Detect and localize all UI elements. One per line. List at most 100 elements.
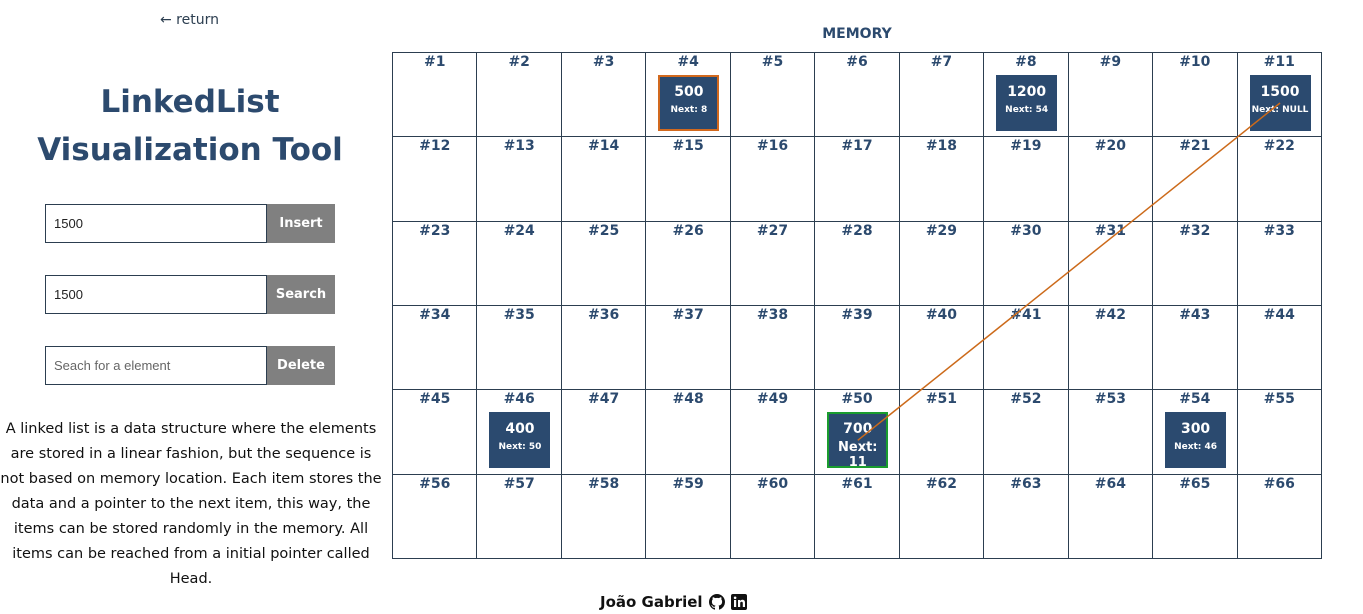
memory-cell-address: #12	[419, 138, 451, 155]
node-next-pointer: Next: 46	[1174, 442, 1218, 453]
node-value: 1200	[1007, 84, 1047, 100]
memory-cell-address: #56	[419, 475, 451, 492]
memory-cell-address: #32	[1179, 222, 1211, 239]
memory-cell-address: #55	[1263, 391, 1295, 408]
memory-cell-33: #33	[1237, 221, 1322, 306]
memory-cell-address: #30	[1010, 222, 1042, 239]
memory-cell-56: #56	[393, 474, 478, 559]
memory-cell-address: #41	[1010, 307, 1042, 323]
memory-cell-54: #54 300 Next: 46	[1153, 390, 1238, 475]
memory-grid: #1 #2 #3 #4 500 Next: 8 #5 #6 #7 #8 1200 Next: 54 #9…	[392, 52, 1322, 559]
memory-cell-31: #31	[1068, 221, 1154, 306]
memory-cell-address: #6	[846, 54, 868, 70]
delete-input[interactable]	[45, 346, 267, 385]
memory-cell-address: #13	[503, 138, 535, 155]
memory-cell-20: #20	[1068, 137, 1154, 222]
memory-cell-address: #62	[925, 475, 958, 492]
memory-cell-50: #50 700 Next: 11	[815, 390, 900, 475]
list-node-11[interactable]: 1500 Next: NULL	[1249, 75, 1311, 131]
node-value: 1500	[1260, 84, 1300, 100]
memory-cell-62: #62	[899, 474, 985, 559]
memory-cell-13: #13	[477, 137, 562, 222]
memory-cell-39: #39	[815, 306, 900, 391]
memory-cell-41: #41	[984, 306, 1069, 391]
memory-cell-49: #49	[730, 390, 816, 475]
memory-cell-address: #14	[588, 138, 620, 155]
memory-cell-address: #15	[672, 138, 704, 155]
memory-cell-43: #43	[1153, 306, 1238, 391]
memory-cell-52: #52	[984, 390, 1069, 475]
memory-cell-address: #21	[1179, 138, 1211, 155]
github-icon[interactable]	[708, 594, 725, 610]
memory-cell-66: #66	[1237, 474, 1322, 559]
memory-cell-10: #10	[1153, 53, 1238, 138]
memory-cell-address: #8	[1015, 54, 1037, 70]
memory-cell-address: #36	[588, 307, 620, 323]
list-node-4[interactable]: 500 Next: 8	[658, 75, 720, 131]
memory-cell-address: #26	[672, 222, 704, 239]
memory-cell-address: #64	[1094, 475, 1126, 492]
linkedin-icon[interactable]	[730, 594, 747, 610]
memory-cell-35: #35	[477, 306, 562, 391]
search-input[interactable]	[45, 275, 267, 314]
memory-cell-42: #42	[1068, 306, 1154, 391]
memory-cell-address: #50	[841, 391, 873, 408]
memory-cell-address: #22	[1263, 138, 1295, 155]
memory-cell-address: #51	[925, 391, 958, 408]
memory-cell-8: #8 1200 Next: 54	[984, 53, 1069, 138]
memory-cell-18: #18	[899, 137, 985, 222]
memory-cell-16: #16	[730, 137, 816, 222]
return-link[interactable]: ← return	[160, 12, 219, 28]
memory-cell-address: #19	[1010, 138, 1042, 155]
node-next-pointer: Next: 54	[1005, 105, 1049, 115]
search-button[interactable]: Search	[267, 275, 335, 314]
memory-cell-59: #59	[646, 474, 731, 559]
memory-cell-address: #1	[423, 54, 446, 70]
memory-cell-26: #26	[646, 221, 731, 306]
memory-cell-address: #23	[419, 222, 451, 239]
insert-input[interactable]	[45, 204, 267, 243]
list-node-50[interactable]: 700 Next: 11	[827, 412, 889, 471]
list-node-8[interactable]: 1200 Next: 54	[996, 75, 1058, 131]
memory-cell-address: #52	[1010, 391, 1042, 408]
node-next-pointer: Next: NULL	[1251, 105, 1309, 115]
node-next-pointer: Next: 8	[670, 105, 708, 115]
memory-cell-address: #59	[672, 475, 704, 492]
memory-cell-12: #12	[393, 137, 478, 222]
description-text: A linked list is a data structure where …	[0, 421, 382, 587]
memory-cell-address: #44	[1263, 307, 1295, 323]
memory-cell-58: #58	[561, 474, 647, 559]
memory-cell-28: #28	[815, 221, 900, 306]
memory-cell-17: #17	[815, 137, 900, 222]
search-form: Search	[45, 275, 335, 314]
list-node-46[interactable]: 400 Next: 50	[489, 412, 551, 469]
memory-cell-address: #35	[503, 307, 535, 323]
node-value: 400	[505, 421, 535, 438]
node-next-pointer: Next: 11	[838, 440, 878, 471]
memory-cell-6: #6	[815, 53, 900, 138]
memory-cell-address: #17	[841, 138, 873, 155]
memory-cell-address: #53	[1094, 391, 1126, 408]
list-node-54[interactable]: 300 Next: 46	[1165, 412, 1227, 469]
delete-button[interactable]: Delete	[267, 346, 335, 385]
memory-cell-address: #37	[672, 307, 704, 323]
memory-cell-address: #4	[677, 54, 699, 70]
node-next-pointer: Next: 50	[498, 442, 542, 453]
insert-button[interactable]: Insert	[267, 204, 335, 243]
memory-cell-55: #55	[1237, 390, 1322, 475]
node-value: 500	[674, 84, 704, 100]
memory-cell-23: #23	[393, 221, 478, 306]
memory-cell-5: #5	[730, 53, 816, 138]
page-title: LinkedList Visualization Tool	[37, 84, 343, 168]
memory-cell-3: #3	[561, 53, 647, 138]
memory-cell-21: #21	[1153, 137, 1238, 222]
memory-cell-address: #60	[756, 475, 789, 492]
memory-cell-27: #27	[730, 221, 816, 306]
memory-cell-address: #25	[588, 222, 620, 239]
memory-cell-4: #4 500 Next: 8	[646, 53, 731, 138]
memory-cell-40: #40	[899, 306, 985, 391]
memory-cell-53: #53	[1068, 390, 1154, 475]
memory-cell-48: #48	[646, 390, 731, 475]
memory-cell-1: #1	[393, 53, 478, 138]
memory-cell-64: #64	[1068, 474, 1154, 559]
